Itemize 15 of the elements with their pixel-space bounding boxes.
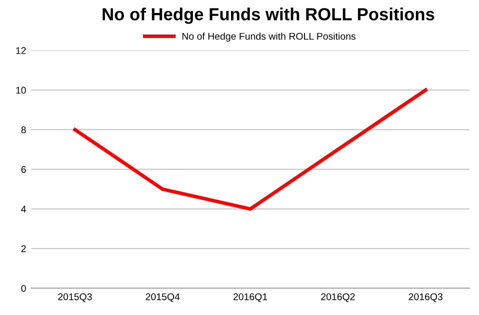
y-tick-label: 12 bbox=[16, 47, 26, 54]
x-tick-label: 2016Q1 bbox=[233, 293, 268, 302]
y-tick-label: 10 bbox=[16, 86, 26, 94]
y-tick-label: 6 bbox=[21, 166, 26, 173]
chart-title: No of Hedge Funds with ROLL Positions bbox=[102, 8, 434, 24]
x-tick-label: 2015Q3 bbox=[58, 293, 92, 302]
y-tick-label: 0 bbox=[21, 284, 26, 292]
y-tick-label: 8 bbox=[21, 126, 26, 134]
x-tick-label: 2015Q4 bbox=[146, 293, 180, 302]
line-series bbox=[73, 88, 428, 211]
x-tick-label: 2016Q2 bbox=[321, 293, 355, 302]
y-tick-label: 4 bbox=[21, 206, 26, 212]
x-tick-label: 2016Q3 bbox=[408, 293, 442, 302]
y-tick-label: 2 bbox=[21, 245, 26, 252]
legend-label: No of Hedge Funds with ROLL Positions bbox=[182, 32, 356, 42]
